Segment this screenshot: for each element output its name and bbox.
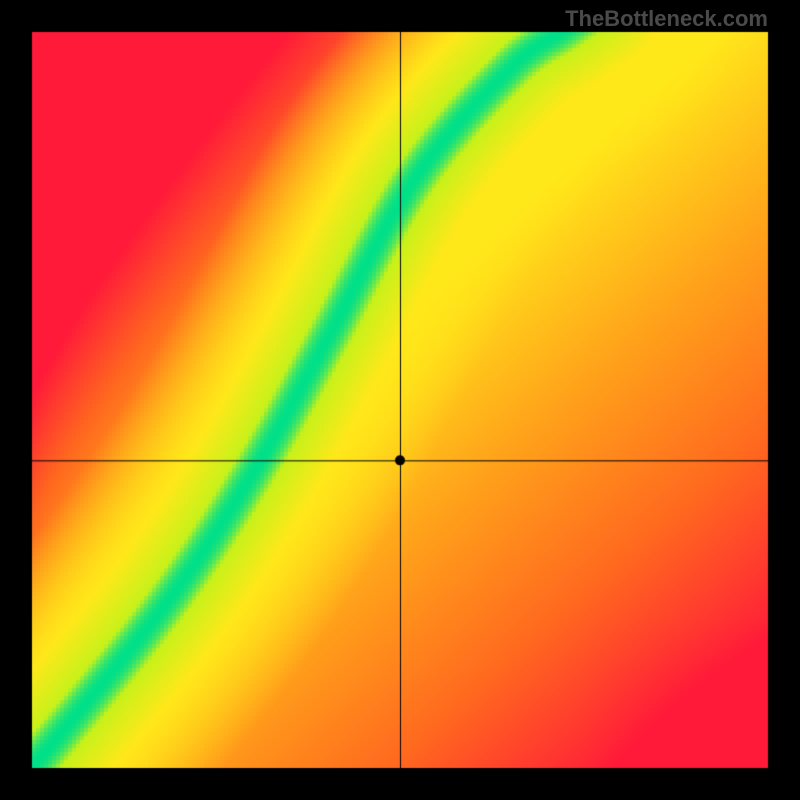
chart-container: TheBottleneck.com <box>0 0 800 800</box>
watermark-text: TheBottleneck.com <box>565 6 768 32</box>
heatmap-canvas <box>0 0 800 800</box>
